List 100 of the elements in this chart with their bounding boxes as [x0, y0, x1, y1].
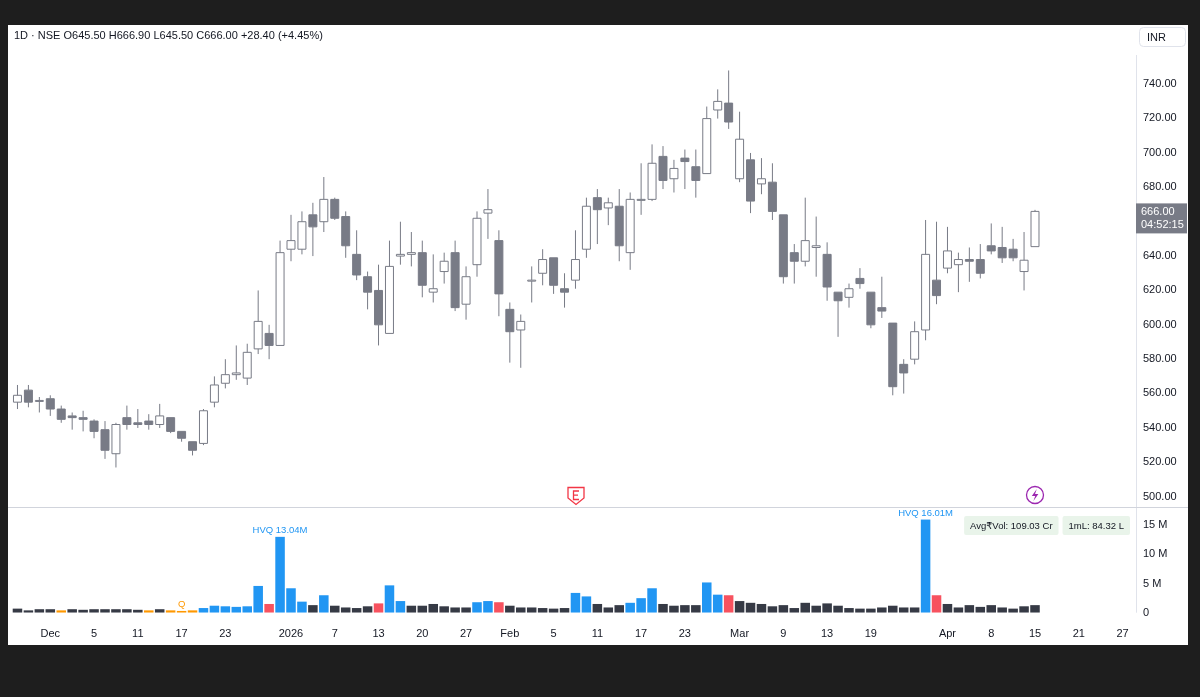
data-label: Q [177, 597, 186, 609]
bar [56, 610, 66, 613]
candlestick [549, 257, 559, 295]
x-tick-label: 5 [550, 627, 557, 639]
bar [570, 592, 581, 613]
candlestick [811, 216, 821, 278]
bar [494, 602, 504, 613]
x-tick-label: 17 [175, 627, 188, 639]
x-tick-label: 7 [331, 627, 338, 639]
candlestick [964, 246, 974, 283]
bar [264, 603, 274, 613]
data-label: HVQ 13.04M [252, 523, 308, 535]
candlestick [188, 441, 198, 456]
y-tick-label: 500.00 [1143, 489, 1177, 502]
x-tick-label: 13 [372, 627, 385, 639]
candlestick [144, 413, 154, 431]
y-tick-label: 5 M [1143, 576, 1162, 589]
candlestick [1030, 209, 1040, 248]
candlestick [767, 162, 777, 221]
x-tick-label: 11 [132, 627, 144, 639]
candlestick [494, 229, 504, 317]
bar [931, 595, 942, 613]
x-tick-label: 27 [1116, 627, 1129, 639]
candlestick [155, 403, 165, 429]
x-tick-label: 27 [459, 627, 473, 639]
x-tick-label: 21 [1072, 627, 1085, 639]
annotation: 1mL: 84.32 L [1068, 520, 1125, 531]
candlestick [855, 267, 865, 290]
y-tick-label: 560.00 [1143, 386, 1177, 399]
y-tick-label: 10 M [1143, 547, 1168, 560]
candlestick [209, 375, 219, 408]
y-tick-label: 680.00 [1143, 180, 1177, 193]
bar [920, 519, 931, 613]
candlestick [352, 229, 362, 281]
candlestick [735, 111, 745, 183]
y-tick-label: 700.00 [1143, 145, 1177, 158]
candlestick [384, 240, 394, 334]
candlestick [975, 243, 985, 279]
candlestick [560, 272, 570, 309]
candlestick [363, 271, 373, 310]
candlestick [603, 197, 613, 226]
candlestick [756, 157, 766, 195]
candlestick [910, 320, 920, 365]
data-label: HVQ 16.01M [898, 506, 954, 518]
x-tick-label: 23 [678, 627, 692, 639]
candlestick [789, 243, 799, 285]
chart-title: 1D · NSE O645.50 H666.90 L645.50 C666.00 +28.40 (+4.45%) [14, 29, 323, 41]
y-tick-label: 720.00 [1143, 111, 1177, 124]
y-tick-label: 640.00 [1143, 248, 1177, 261]
x-tick-label: 13 [820, 627, 834, 639]
candlestick [888, 322, 898, 396]
x-tick-label: 2026 [278, 627, 304, 639]
candlestick [395, 221, 405, 266]
bar [373, 603, 384, 613]
candlestick [330, 197, 340, 221]
bar [319, 595, 329, 613]
annotation: Avg₹Vol: 109.03 Cr [970, 520, 1053, 531]
x-tick-label: 15 [1028, 627, 1042, 639]
candlestick [220, 358, 230, 389]
candlestick [614, 188, 624, 262]
text: 04:52:15 [1141, 218, 1184, 231]
candlestick [428, 253, 438, 303]
x-tick-label: 17 [634, 627, 648, 639]
x-tick-label: 5 [91, 627, 98, 639]
bar [384, 585, 395, 613]
candlestick [374, 264, 384, 346]
bar [723, 595, 734, 613]
candlestick [1019, 231, 1029, 291]
x-tick-label: 23 [219, 627, 232, 639]
candlestick [472, 210, 482, 278]
candlestick [177, 430, 187, 443]
candlestick [953, 252, 963, 293]
candlestick [691, 149, 701, 199]
candlestick [12, 384, 22, 410]
candlestick [242, 343, 252, 386]
bar [144, 610, 154, 613]
candlestick [932, 221, 942, 305]
x-tick-label: Apr [938, 627, 957, 639]
y-tick-label: 580.00 [1143, 352, 1177, 365]
y-tick-label: 0 [1143, 605, 1150, 618]
text: 666.00 [1141, 205, 1175, 218]
candlestick [34, 396, 44, 413]
y-tick-label: 15 M [1143, 518, 1168, 531]
candlestick [56, 405, 66, 424]
candlestick [45, 394, 55, 417]
x-tick-label: 20 [416, 627, 429, 639]
candlestick [538, 248, 548, 286]
y-axis-title: INR [1147, 31, 1166, 43]
x-tick-label: 9 [780, 627, 787, 639]
candlestick [680, 149, 690, 190]
x-tick-label: Mar [730, 627, 750, 639]
candlestick [724, 69, 734, 130]
x-tick-label: Dec [40, 627, 61, 639]
candlestick [581, 197, 591, 259]
y-tick-label: 540.00 [1143, 420, 1177, 433]
candlestick [746, 152, 756, 214]
bar [909, 607, 920, 613]
y-tick-label: 620.00 [1143, 283, 1177, 296]
candlestick [23, 384, 33, 408]
candlestick [198, 408, 208, 446]
